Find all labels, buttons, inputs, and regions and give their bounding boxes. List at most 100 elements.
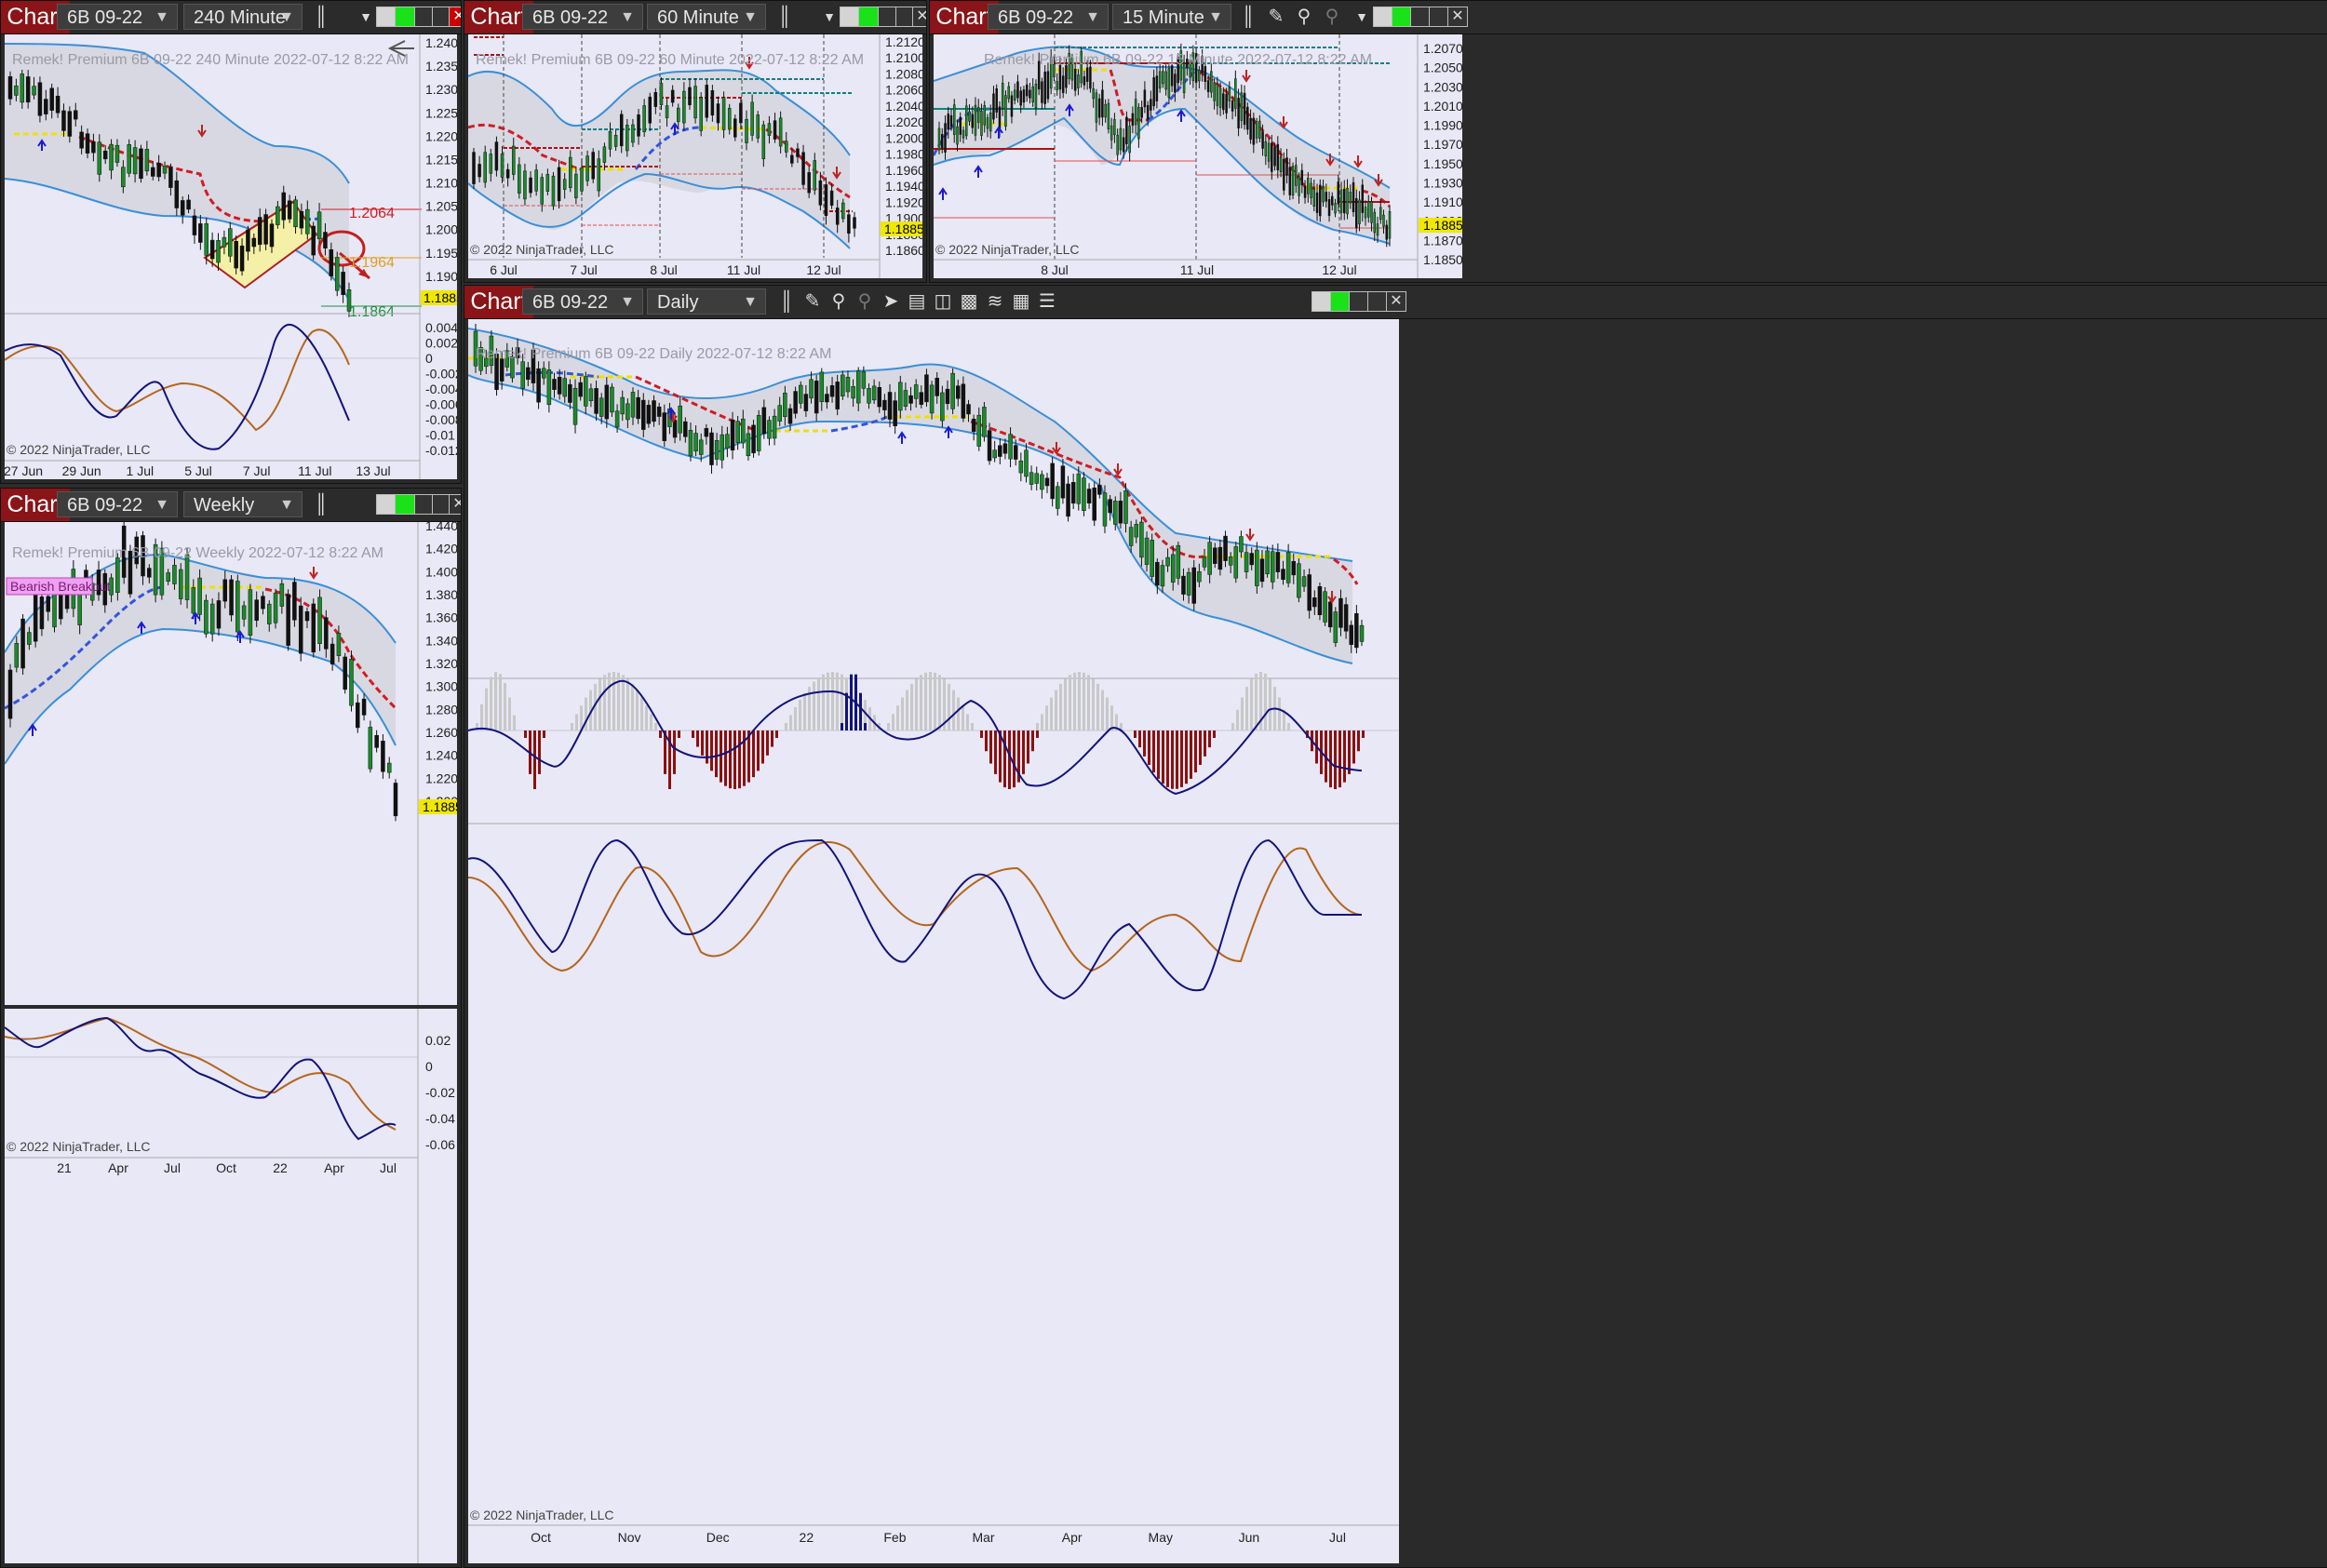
close-button[interactable]: ✕ <box>1386 291 1406 312</box>
chart-window-weekly: Chart 6B 09-22▼ Weekly▼ ║ ✕ Remek! Premi… <box>0 488 462 1568</box>
chevron-down-icon: ▼ <box>279 497 294 513</box>
dropdown-arrow-icon[interactable]: ▼ <box>1355 9 1368 24</box>
instrument-select[interactable]: 6B 09-22 ▼ <box>57 4 178 30</box>
axis-tick-label: 1.2800 <box>425 702 457 717</box>
axis-tick-label: 1.1960 <box>885 163 922 178</box>
timeframe-select[interactable]: 60 Minute ▼ <box>647 4 766 30</box>
instrument-select[interactable]: 6B 09-22 ▼ <box>988 4 1109 30</box>
chevron-down-icon: ▼ <box>743 294 758 310</box>
time-tick-label: 11 Jul <box>727 262 760 277</box>
back-arrow-icon[interactable] <box>387 40 414 57</box>
instrument-select[interactable]: 6B 09-22 ▼ <box>57 491 178 517</box>
chart-window-daily: Chart 6B 09-22 ▼ Daily ▼ ║ ✎ ⚲ ⚲ ➤ ▤ ◫ ▩ ≋… <box>464 285 2327 1568</box>
chart-canvas-weekly: Remek! Premium 6B 09-22 Weekly 2022-07-1… <box>5 522 457 1005</box>
chart-plot-area[interactable]: Remek! Premium 6B 09-22 Daily 2022-07-12… <box>468 319 1399 1563</box>
price-axis[interactable]: 1.4400 1.4200 1.4000 1.3800 1.3600 1.3400 1.32… <box>425 522 457 809</box>
oscillator-tick-label: -0.008 <box>425 412 457 427</box>
chevron-down-icon: ▼ <box>1085 9 1100 25</box>
maximize-button[interactable] <box>1429 7 1449 27</box>
zoom-in-icon[interactable]: ⚲ <box>1297 7 1311 27</box>
zoom-out-icon[interactable]: ⚲ <box>857 291 872 312</box>
chart-canvas-60: Remek! Premium 6B 09-22 60 Minute 2022-0… <box>468 34 922 278</box>
timeframe-value: 60 Minute <box>657 7 739 28</box>
cursor-icon[interactable]: ➤ <box>882 291 899 312</box>
pencil-icon[interactable]: ✎ <box>804 291 821 312</box>
timeframe-select[interactable]: Daily ▼ <box>647 288 766 315</box>
time-tick-label: Apr <box>108 1160 128 1175</box>
instrument-value: 6B 09-22 <box>532 292 609 313</box>
dropdown-arrow-icon[interactable]: ▼ <box>359 9 372 24</box>
bar-type-icon[interactable]: ║ <box>314 7 329 27</box>
link-color-green-button[interactable] <box>1330 291 1351 312</box>
axis-tick-label: 1.2120 <box>885 34 922 49</box>
price-axis[interactable]: 1.2070 1.2050 1.2030 1.2010 1.1990 1.1970 1.19… <box>1423 41 1462 267</box>
close-button[interactable]: ✕ <box>912 7 926 27</box>
window-title-bar[interactable]: Chart 6B 09-22▼ 240 Minute▼ ║ ▼ ✕ <box>1 1 461 34</box>
level-label-upper: 1.2064 <box>349 206 395 221</box>
properties-icon[interactable]: ▦ <box>1012 291 1030 312</box>
axis-tick-label: 1.1970 <box>1423 137 1462 152</box>
zoom-out-icon[interactable]: ⚲ <box>1325 7 1339 27</box>
link-color-green-button[interactable] <box>395 7 415 27</box>
close-button[interactable]: ✕ <box>1447 7 1468 27</box>
chart-status-text: Remek! Premium 6B 09-22 Weekly 2022-07-1… <box>12 545 383 561</box>
dropdown-arrow-icon[interactable]: ▼ <box>823 9 836 24</box>
price-axis[interactable]: 1.2400 1.2350 1.2300 1.2250 1.2200 1.2150 1.21… <box>425 35 457 458</box>
window-title: Chart <box>930 1 999 34</box>
bar-type-icon[interactable]: ║ <box>779 291 794 312</box>
instrument-select[interactable]: 6B 09-22 ▼ <box>522 288 643 315</box>
time-axis[interactable]: 8 Jul 11 Jul 12 Jul <box>1041 262 1356 277</box>
chart-plot-area[interactable]: Remek! Premium 6B 09-22 15 Minute 2022-0… <box>934 34 1462 278</box>
link-color-green-button[interactable] <box>1392 7 1412 27</box>
bars-icon[interactable]: ▩ <box>960 291 978 312</box>
link-color-green-button[interactable] <box>858 7 879 27</box>
strategy-icon[interactable]: ≋ <box>987 291 1003 312</box>
bar-type-icon[interactable]: ║ <box>1241 7 1256 27</box>
minimize-button[interactable] <box>1349 291 1369 312</box>
window-title-bar[interactable]: Chart 6B 09-22▼ Weekly▼ ║ ✕ <box>1 489 461 522</box>
link-color-green-button[interactable] <box>395 494 415 515</box>
link-color-gray-button[interactable] <box>840 7 860 27</box>
time-tick-label: 8 Jul <box>650 262 678 277</box>
oscillator-axis[interactable]: 0.02 0 -0.02 -0.04 -0.06 <box>425 1033 455 1152</box>
bar-type-icon[interactable]: ║ <box>777 7 792 27</box>
copyright-text: © 2022 NinjaTrader, LLC <box>470 1508 614 1522</box>
chevron-down-icon: ▼ <box>155 9 169 25</box>
maximize-button[interactable] <box>1367 291 1388 312</box>
timeframe-select[interactable]: Weekly ▼ <box>183 491 303 517</box>
axis-tick-label: 1.2200 <box>425 771 457 785</box>
oscillator-panel[interactable]: 0.02 0 -0.02 -0.04 -0.06 © 2022 NinjaTrader,… <box>5 1009 457 1563</box>
timeframe-select[interactable]: 15 Minute ▼ <box>1112 4 1231 30</box>
window-title-bar[interactable]: Chart 6B 09-22▼ 60 Minute▼ ║ ▼ ✕ <box>464 1 926 34</box>
chart-style-icon[interactable]: ◫ <box>934 291 952 312</box>
time-axis[interactable]: 27 Jun 29 Jun 1 Jul 5 Jul 7 Jul 11 Jul 13 Jul <box>5 463 391 478</box>
link-color-gray-button[interactable] <box>376 7 397 27</box>
close-button[interactable]: ✕ <box>449 7 461 27</box>
timeframe-value: 240 Minute <box>194 7 286 28</box>
link-color-gray-button[interactable] <box>1311 291 1332 312</box>
time-tick-label: 27 Jun <box>5 463 43 478</box>
timeframe-select[interactable]: 240 Minute ▼ <box>183 4 303 30</box>
zoom-in-icon[interactable]: ⚲ <box>831 291 846 312</box>
window-title: Chart <box>464 1 533 34</box>
data-box-icon[interactable]: ▤ <box>908 291 926 312</box>
chart-plot-area[interactable]: Remek! Premium 6B 09-22 Weekly 2022-07-1… <box>5 522 457 1005</box>
chart-plot-area[interactable]: 1.2064 1.1964 1.1864 Remek! Premium 6B 0… <box>5 34 457 479</box>
instrument-select[interactable]: 6B 09-22 ▼ <box>522 4 643 30</box>
link-color-gray-button[interactable] <box>376 494 397 515</box>
close-button[interactable]: ✕ <box>449 494 461 515</box>
chart-plot-area[interactable]: Remek! Premium 6B 09-22 60 Minute 2022-0… <box>468 34 922 278</box>
link-color-gray-button[interactable] <box>1373 7 1393 27</box>
window-title-bar[interactable]: Chart 6B 09-22 ▼ Daily ▼ ║ ✎ ⚲ ⚲ ➤ ▤ ◫ ▩ ≋… <box>464 286 2327 319</box>
bar-type-icon[interactable]: ║ <box>314 494 329 515</box>
pencil-icon[interactable]: ✎ <box>1268 7 1285 27</box>
time-axis[interactable]: 6 Jul 7 Jul 8 Jul 11 Jul 12 Jul <box>490 262 841 277</box>
list-icon[interactable]: ☰ <box>1039 291 1056 312</box>
chart-status-text: Remek! Premium 6B 09-22 15 Minute 2022-0… <box>984 52 1372 68</box>
minimize-button[interactable] <box>1410 7 1431 27</box>
axis-tick-label: 1.2300 <box>425 82 457 97</box>
window-title-bar[interactable]: Chart 6B 09-22 ▼ 15 Minute ▼ ║ ✎ ⚲ ⚲ ▼ ✕ <box>930 1 2327 34</box>
time-axis[interactable]: Oct Nov Dec 22 Feb Mar Apr May Jun Jul <box>531 1530 1346 1545</box>
time-axis[interactable]: 21 Apr Jul Oct 22 Apr Jul <box>57 1160 397 1175</box>
